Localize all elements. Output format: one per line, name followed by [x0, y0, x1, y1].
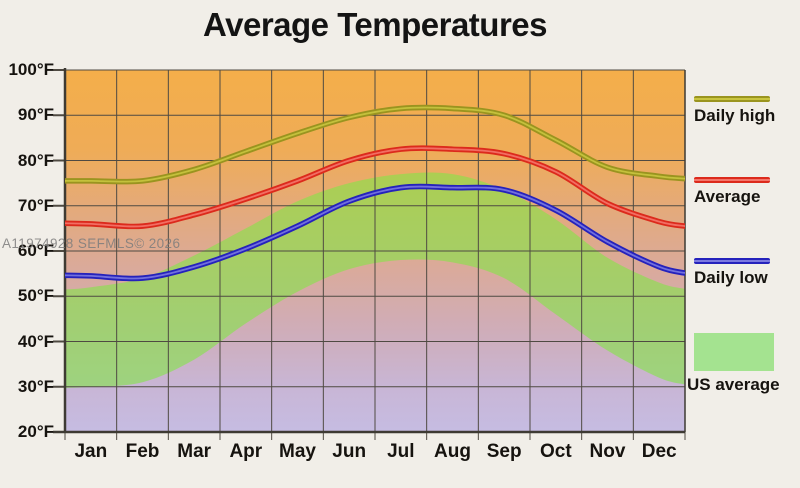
x-tick-label-jul: Jul	[387, 441, 415, 462]
x-tick-label-apr: Apr	[229, 441, 263, 462]
daily-low-line-swatch	[694, 258, 770, 264]
us-average-band-swatch	[694, 333, 774, 371]
gridlines	[53, 69, 686, 440]
daily-high-line-swatch	[694, 96, 770, 102]
x-tick-label-oct: Oct	[539, 441, 572, 462]
x-tick-label-mar: Mar	[177, 441, 212, 462]
legend-item-daily-low: Daily low	[694, 258, 770, 288]
mls-watermark: A11974928 SEFMLS© 2026	[2, 236, 181, 251]
x-tick-label-jun: Jun	[332, 441, 367, 462]
x-tick-label-nov: Nov	[589, 441, 626, 462]
legend-label-daily-low: Daily low	[694, 268, 768, 287]
x-tick-label-feb: Feb	[125, 441, 160, 462]
legend-item-average: Average	[694, 177, 770, 207]
series-daily-low-line-highlight	[65, 185, 685, 280]
series-daily-high-line-highlight	[65, 106, 685, 183]
y-tick-label-30: 30°F	[17, 376, 54, 396]
legend-item-us-average: US average	[687, 333, 780, 395]
x-tick-label-aug: Aug	[434, 441, 471, 462]
legend-label-us-average: US average	[687, 375, 780, 394]
x-tick-label-jan: Jan	[74, 441, 108, 462]
y-tick-label-70: 70°F	[17, 195, 54, 215]
y-tick-label-60: 60°F	[17, 241, 54, 260]
y-tick-label-20: 20°F	[17, 422, 54, 441]
y-tick-label-80: 80°F	[17, 150, 54, 170]
x-tick-label-dec: Dec	[641, 441, 677, 462]
x-tick-label-sep: Sep	[486, 441, 522, 462]
y-tick-label-100: 100°F	[8, 60, 54, 79]
y-tick-label-90: 90°F	[17, 105, 54, 125]
y-tick-label-50: 50°F	[17, 286, 54, 306]
legend-item-daily-high: Daily high	[694, 96, 775, 126]
series-average-line-highlight	[65, 147, 685, 228]
x-tick-label-may: May	[279, 441, 316, 462]
legend-label-daily-high: Daily high	[694, 106, 776, 125]
legend-label-average: Average	[694, 187, 761, 206]
average-line-swatch	[694, 177, 770, 183]
y-tick-label-40: 40°F	[17, 331, 54, 351]
chart-title: Average Temperatures	[203, 6, 548, 43]
